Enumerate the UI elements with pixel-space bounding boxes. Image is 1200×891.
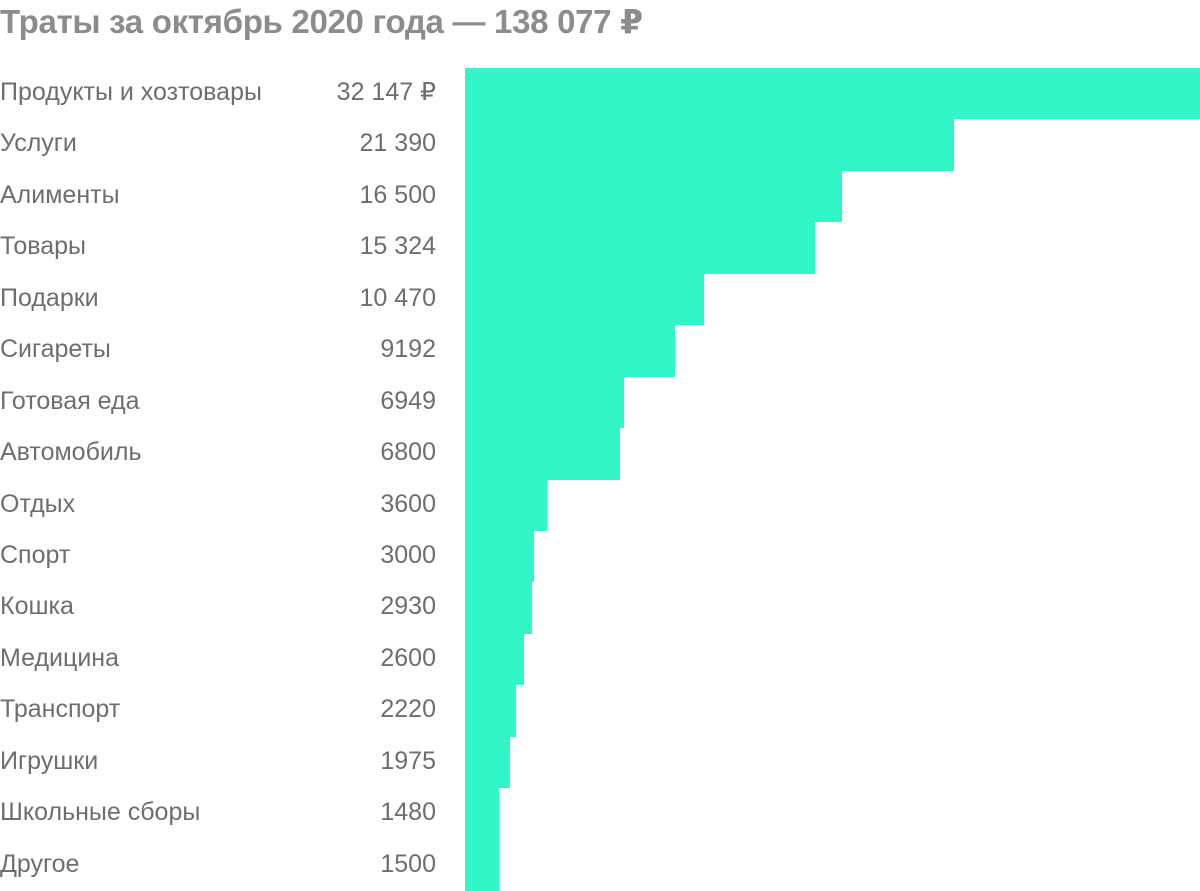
bar	[465, 633, 525, 686]
bar	[465, 530, 534, 583]
chart-row: Сигареты 9192	[0, 325, 1200, 377]
chart-row: Медицина 2600	[0, 633, 1200, 686]
bar	[465, 170, 843, 223]
chart-row: Транспорт 2220	[0, 685, 1200, 737]
category-label: Сигареты	[0, 335, 111, 364]
category-label: Готовая еда	[0, 386, 140, 415]
category-label: Игрушки	[0, 746, 99, 775]
value-label: 10 470	[359, 283, 436, 312]
bar	[465, 788, 499, 840]
chart-row: Школьные сборы 1480	[0, 788, 1200, 840]
category-label: Подарки	[0, 283, 99, 312]
category-label: Продукты и хозтовары	[0, 78, 262, 106]
bar	[465, 839, 500, 891]
bar	[465, 68, 1200, 120]
bar	[465, 582, 532, 634]
chart-row: Автомобиль 6800	[0, 428, 1200, 480]
value-label: 3000	[380, 540, 436, 569]
category-label: Транспорт	[0, 695, 121, 724]
category-label: Школьные сборы	[0, 798, 201, 827]
value-label: 21 390	[359, 129, 436, 158]
chart-title: Траты за октябрь 2020 года — 138 077 ₽	[0, 3, 643, 40]
chart-row: Игрушки 1975	[0, 736, 1200, 789]
category-label: Спорт	[0, 540, 71, 569]
value-label: 6800	[380, 438, 436, 467]
bar	[465, 222, 816, 274]
category-label: Медицина	[0, 643, 120, 672]
chart-row: Продукты и хозтовары 32 147 ₽	[0, 68, 1200, 120]
value-label: 1975	[380, 746, 436, 775]
value-label: 1480	[380, 798, 436, 827]
category-label: Услуги	[0, 129, 77, 158]
value-label: 3600	[380, 489, 436, 518]
chart-row: Алименты 16 500	[0, 170, 1200, 223]
category-label: Другое	[0, 849, 80, 878]
bar	[465, 685, 516, 737]
bar	[465, 376, 624, 429]
bar	[465, 273, 705, 326]
chart-row: Отдых 3600	[0, 479, 1200, 531]
value-label: 15 324	[359, 232, 436, 261]
bar-chart: Продукты и хозтовары 32 147 ₽ Услуги 21 390…	[0, 68, 1200, 891]
chart-row: Другое 1500	[0, 839, 1200, 891]
chart-row: Готовая еда 6949	[0, 376, 1200, 429]
value-label: 1500	[380, 849, 436, 878]
category-label: Отдых	[0, 489, 76, 518]
value-label: 2600	[380, 643, 436, 672]
value-label: 16 500	[359, 180, 436, 209]
chart-row: Спорт 3000	[0, 530, 1200, 583]
category-label: Товары	[0, 232, 86, 261]
value-label: 6949	[380, 386, 436, 415]
category-label: Алименты	[0, 180, 120, 209]
value-label: 2930	[380, 592, 436, 621]
chart-row: Услуги 21 390	[0, 119, 1200, 171]
bar	[465, 736, 511, 789]
category-label: Автомобиль	[0, 438, 142, 467]
chart-row: Товары 15 324	[0, 222, 1200, 274]
value-label: 2220	[380, 695, 436, 724]
value-label: 32 147 ₽	[336, 78, 436, 106]
category-label: Кошка	[0, 592, 74, 621]
chart-row: Подарки 10 470	[0, 273, 1200, 326]
bar	[465, 119, 955, 171]
value-label: 9192	[380, 335, 436, 364]
chart-row: Кошка 2930	[0, 582, 1200, 634]
bar	[465, 428, 621, 480]
bar	[465, 479, 548, 531]
bar	[465, 325, 676, 377]
